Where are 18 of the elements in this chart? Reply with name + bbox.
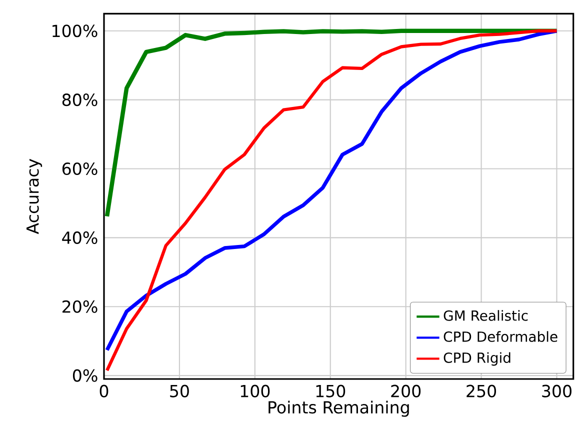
- x-tick-label: 0: [100, 384, 108, 398]
- y-tick-label: 100%: [52, 24, 98, 38]
- y-tick-label: 20%: [62, 300, 98, 313]
- x-tick-label: 50: [170, 384, 189, 398]
- legend-label: GM Realistic: [444, 310, 528, 321]
- x-tick-label: 150: [316, 384, 346, 398]
- x-tick-label: 250: [466, 384, 496, 398]
- x-tick-label: 100: [240, 384, 270, 398]
- legend-label: CPD Rigid: [444, 352, 510, 366]
- x-tick-label: 300: [542, 384, 572, 398]
- y-tick-label: 0%: [72, 369, 98, 382]
- y-tick-label: 40%: [62, 231, 98, 244]
- y-axis-title: Accuracy: [26, 158, 42, 234]
- x-axis-title: Points Remaining: [268, 400, 409, 417]
- y-tick-label: 60%: [62, 162, 98, 176]
- legend-label: CPD Deformable: [444, 331, 558, 342]
- x-tick-label: 200: [391, 384, 421, 398]
- y-tick-label: 80%: [62, 94, 98, 106]
